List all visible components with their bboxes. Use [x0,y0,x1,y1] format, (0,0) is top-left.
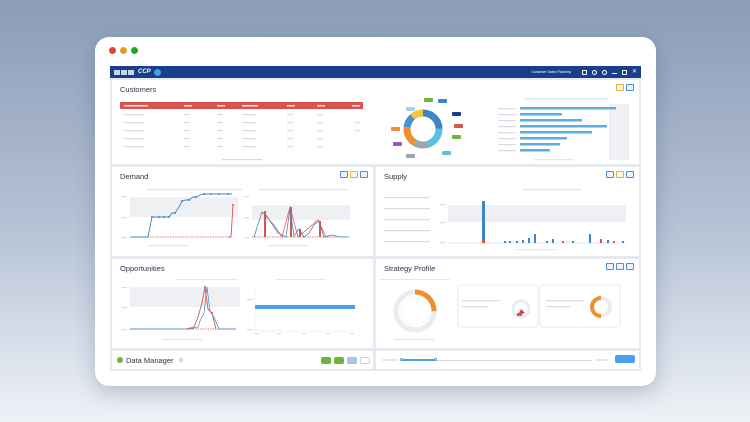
opportunities-charts [122,279,355,341]
status-indicator [117,357,123,363]
help-icon[interactable] [601,69,607,75]
user-label[interactable]: Customer Sales Planning [531,70,571,74]
customers-donut-chart [403,109,443,149]
demand-actions [340,171,368,178]
demand-charts [122,189,350,247]
range-end-handle[interactable] [434,358,437,361]
title-bar: CCP Customer Sales Planning ✕ [110,66,641,78]
edit-icon[interactable] [616,171,624,178]
app-brand: CCP [138,69,151,75]
donut-legend [391,98,463,158]
strategy-panel: Strategy Profile [376,259,639,348]
info-icon[interactable] [179,358,183,362]
minimize-icon[interactable] [611,72,617,74]
supply-chart [384,189,626,251]
strategy-actions [606,263,634,270]
timeline-track[interactable] [402,359,592,361]
apply-button[interactable] [615,355,635,363]
supply-title: Supply [384,172,407,181]
export-icon[interactable] [626,263,634,270]
user-icon[interactable] [591,69,597,75]
company-logo [114,69,134,75]
export-icon[interactable] [626,84,634,91]
export-icon[interactable] [360,171,368,178]
download-button[interactable] [360,357,370,364]
upload-button[interactable] [347,357,357,364]
customers-content [120,98,629,161]
sync-button[interactable] [334,357,344,364]
window-icon[interactable] [581,69,587,75]
window-controls [109,47,138,54]
strategy-main-gauge [393,289,437,333]
maximize-dot[interactable] [131,47,138,54]
data-manager-panel: Data Manager [112,351,373,369]
settings-icon[interactable] [616,263,624,270]
customers-bar-chart [498,98,629,161]
customers-title: Customers [120,85,157,94]
timeline-range[interactable] [402,359,436,361]
app-frame: CCP Customer Sales Planning ✕ Customers [110,66,641,371]
opportunity-bar [255,305,355,309]
customers-panel: Customers [112,80,639,164]
edit-icon[interactable] [616,84,624,91]
supply-panel: Supply [376,167,639,256]
demand-panel: Demand [112,167,373,256]
timeline-panel [376,351,639,369]
refresh-button[interactable] [321,357,331,364]
strategy-title: Strategy Profile [384,264,436,273]
view-icon[interactable] [606,171,614,178]
close-dot[interactable] [109,47,116,54]
export-icon[interactable] [626,171,634,178]
demand-title: Demand [120,172,149,181]
opportunities-title: Opportunities [120,264,165,273]
close-icon[interactable]: ✕ [631,69,637,75]
restore-icon[interactable] [621,69,627,75]
table-header [120,102,363,109]
edit-icon[interactable] [350,171,358,178]
view-icon[interactable] [340,171,348,178]
data-manager-title: Data Manager [126,356,174,365]
supply-actions [606,171,634,178]
app-window: CCP Customer Sales Planning ✕ Customers [95,37,656,386]
strategy-gauges [380,279,621,341]
view-icon[interactable] [606,263,614,270]
range-start-handle[interactable] [400,358,403,361]
globe-icon[interactable] [153,68,161,76]
customers-actions [616,84,634,91]
data-manager-actions [321,357,370,364]
opportunities-panel: Opportunities [112,259,373,348]
minimize-dot[interactable] [120,47,127,54]
